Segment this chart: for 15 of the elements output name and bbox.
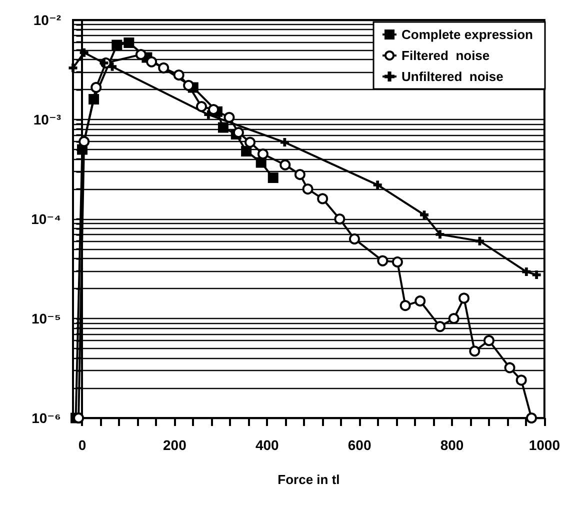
y-tick-label: 10⁻⁴	[31, 211, 62, 227]
legend-label: Complete expression	[402, 27, 534, 42]
y-tick-label: 10⁻⁶	[32, 410, 61, 426]
y-tick-label: 10⁻²	[33, 12, 62, 28]
x-axis-title: Force in tl	[278, 472, 340, 487]
x-tick-label: 400	[255, 437, 280, 453]
legend-label: Filtered noise	[402, 48, 490, 63]
legend-label: Unfiltered noise	[402, 69, 504, 84]
x-tick-label: 0	[78, 437, 86, 453]
x-tick-label: 1000	[528, 437, 560, 453]
x-tick-label: 200	[163, 437, 187, 453]
x-tick-label: 600	[348, 437, 372, 453]
y-tick-label: 10⁻³	[33, 112, 62, 128]
x-tick-label: 800	[440, 437, 464, 453]
y-tick-label: 10⁻⁵	[31, 310, 61, 326]
